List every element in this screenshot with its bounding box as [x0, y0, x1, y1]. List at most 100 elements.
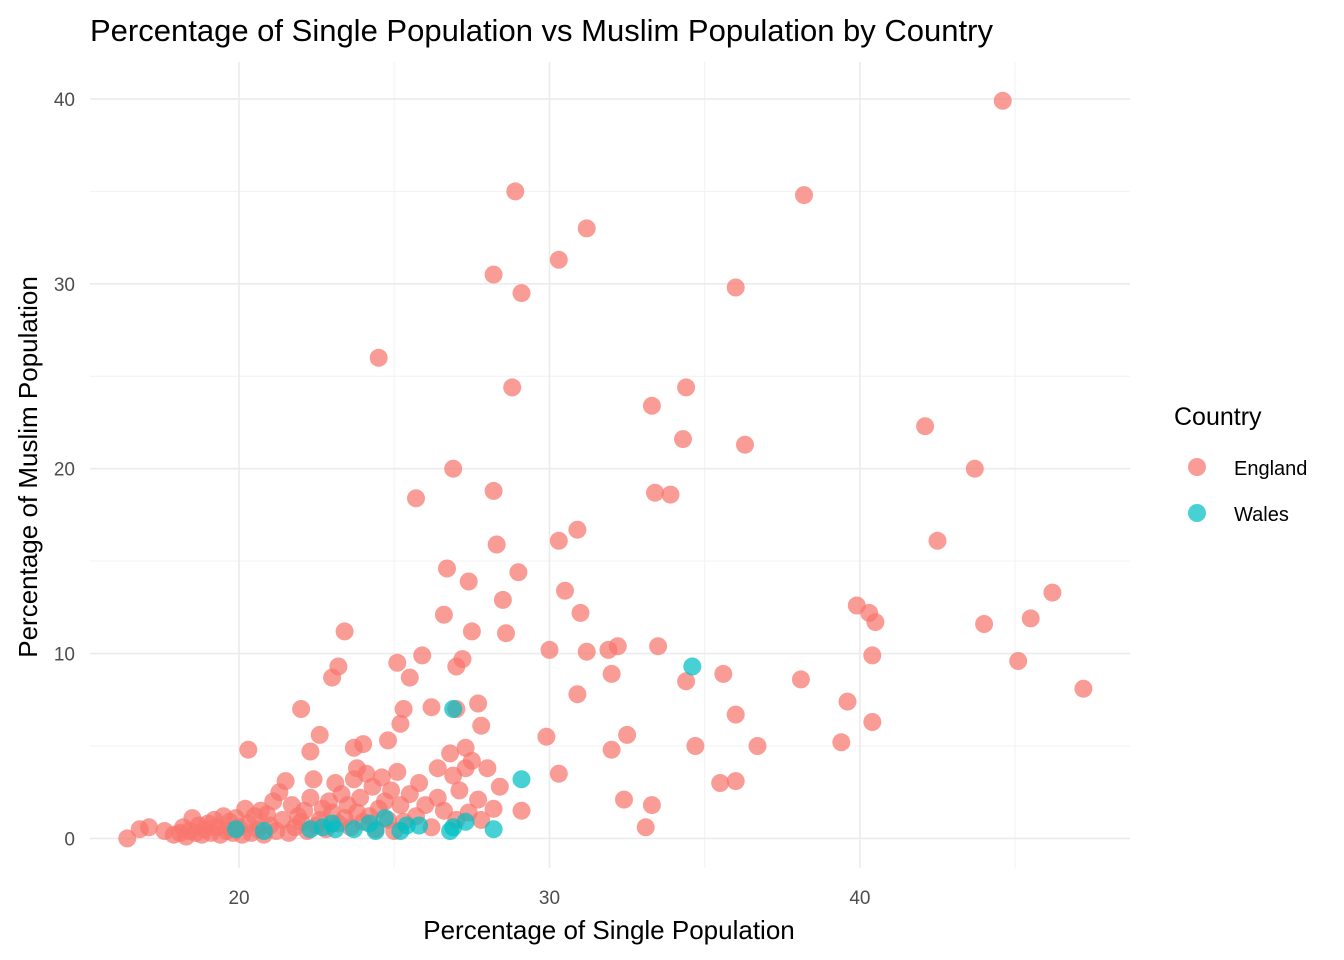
data-point-england [838, 692, 857, 711]
data-point-england [1021, 609, 1040, 628]
data-point-england [140, 818, 158, 837]
data-point-england [549, 764, 568, 783]
data-point-england [400, 668, 419, 687]
data-point-england [434, 801, 453, 820]
data-point-england [351, 788, 370, 807]
data-point-england [615, 790, 633, 809]
data-point-england [674, 430, 692, 449]
data-point-england [382, 781, 401, 800]
data-point-england [484, 265, 503, 284]
data-point-england [1074, 679, 1093, 698]
data-point-wales [444, 700, 463, 718]
data-point-england [928, 531, 947, 550]
legend-key-wales [1188, 504, 1206, 522]
data-point-england [444, 459, 463, 478]
data-point-england [556, 581, 574, 600]
data-point-england [484, 799, 503, 818]
data-point-england [410, 774, 429, 792]
data-point-england [646, 483, 664, 502]
series-wales [226, 657, 702, 840]
data-point-england [677, 672, 696, 691]
data-point-wales [226, 820, 245, 839]
data-point-england [428, 759, 447, 778]
data-point-england [450, 781, 469, 800]
data-point-england [354, 735, 373, 754]
data-point-england [714, 664, 733, 683]
data-point-england [323, 668, 342, 687]
data-point-england [441, 744, 460, 763]
data-point-england [736, 435, 754, 454]
data-point-england [335, 622, 354, 641]
data-point-england [965, 459, 984, 478]
data-point-england [301, 742, 320, 761]
x-tick-label: 40 [849, 888, 870, 909]
data-point-england [304, 770, 323, 789]
data-point-england [469, 694, 488, 713]
data-point-england [642, 796, 661, 815]
data-point-england [490, 777, 509, 796]
data-point-england [975, 615, 994, 633]
x-tick-label: 30 [539, 888, 560, 909]
data-point-england [512, 284, 531, 303]
data-point-england [413, 646, 432, 665]
data-point-england [661, 485, 680, 504]
data-point-england [472, 716, 491, 735]
data-point-england [459, 572, 478, 591]
data-point-england [292, 700, 311, 718]
data-point-england [863, 713, 882, 731]
x-axis-title: Percentage of Single Population [423, 915, 795, 945]
y-tick-label: 40 [54, 90, 75, 111]
data-point-england [512, 801, 531, 820]
data-point-england [509, 563, 528, 582]
data-point-england [472, 810, 491, 829]
data-point-england [462, 622, 481, 641]
data-point-wales [410, 816, 429, 835]
data-point-england [866, 613, 885, 632]
data-point-england [310, 725, 329, 744]
y-tick-label: 20 [54, 460, 75, 481]
data-point-england [456, 738, 475, 757]
data-point-england [568, 520, 587, 539]
legend-key-england [1188, 458, 1206, 476]
data-point-england [301, 788, 320, 807]
data-point-england [791, 670, 810, 689]
data-point-wales [456, 812, 475, 831]
data-point-england [388, 762, 407, 781]
legend-item-wales: Wales [1188, 504, 1289, 526]
data-point-england [608, 637, 627, 656]
data-point-england [118, 829, 137, 848]
data-point-england [571, 603, 590, 622]
data-point-england [503, 378, 522, 397]
data-point-england [506, 182, 525, 201]
legend-title: Country [1174, 403, 1262, 431]
data-point-england [549, 531, 568, 550]
data-point-wales [326, 820, 345, 839]
data-point-england [649, 637, 668, 656]
data-point-wales [484, 820, 503, 839]
data-point-england [478, 759, 497, 778]
data-point-england [447, 657, 466, 676]
data-point-england [993, 91, 1012, 110]
data-point-england [422, 698, 441, 717]
data-points [118, 91, 1093, 848]
data-point-england [369, 348, 388, 367]
data-point-england [916, 417, 935, 436]
data-point-england [618, 725, 637, 744]
data-point-england [711, 774, 730, 792]
data-point-wales [375, 809, 394, 828]
data-point-england [577, 219, 596, 238]
data-point-wales [366, 822, 385, 840]
data-point-england [748, 737, 767, 755]
y-tick-label: 10 [54, 645, 75, 666]
series-england [118, 91, 1093, 848]
data-point-england [388, 653, 407, 672]
data-point-wales [512, 770, 531, 789]
data-point-wales [683, 657, 702, 676]
data-point-england [407, 489, 425, 508]
data-point-england [602, 664, 621, 683]
data-point-england [602, 740, 621, 759]
legend-item-england: England [1188, 458, 1307, 480]
data-point-england [832, 733, 851, 752]
data-point-england [484, 481, 503, 500]
data-point-wales [344, 820, 363, 839]
